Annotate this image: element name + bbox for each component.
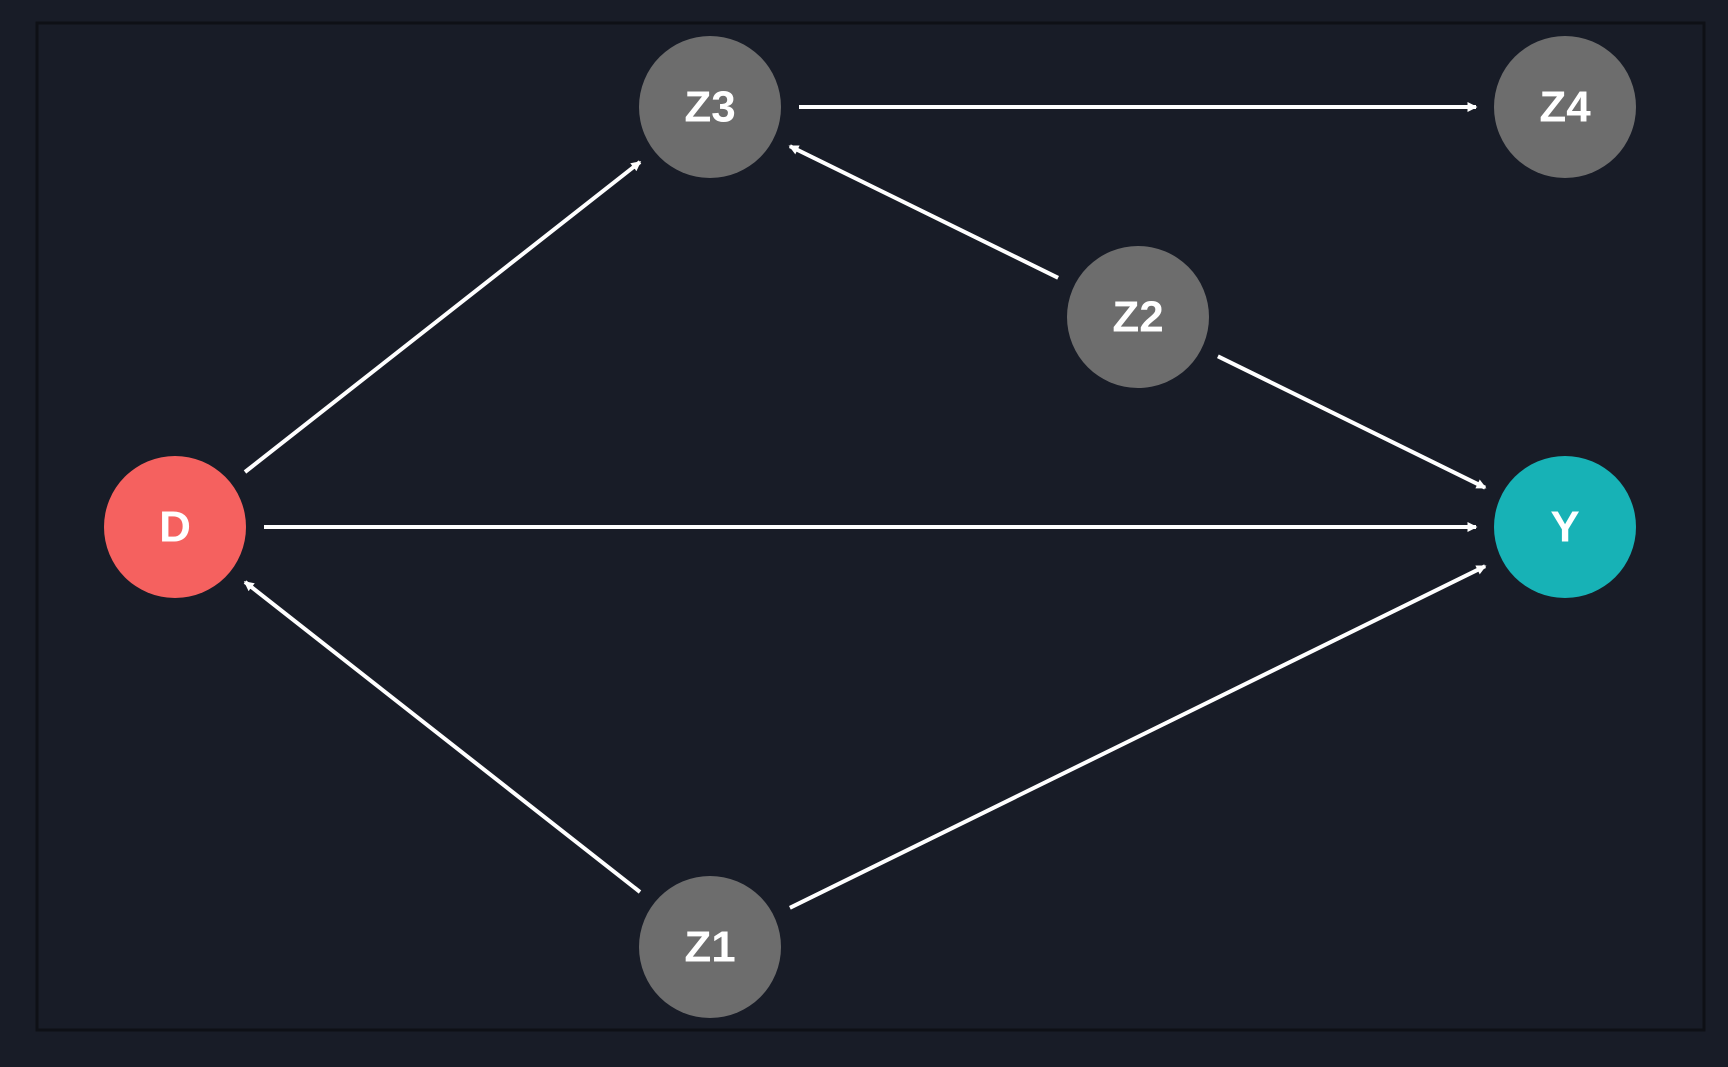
node-z4-circle [1494,36,1636,178]
node-z3-circle [639,36,781,178]
node-d: D [104,456,246,598]
node-z4-label: Z4 [1539,83,1591,132]
edge-z1-to-y [789,564,1487,910]
edges-layer [243,102,1487,910]
node-z4: Z4 [1494,36,1636,178]
nodes-layer: D Y Z1 Z2 Z3 Z4 [104,36,1636,1018]
node-y: Y [1494,456,1636,598]
node-z2: Z2 [1067,246,1209,388]
edge-d-to-z3 [243,160,642,474]
edge-z2-to-y [1217,354,1487,490]
diagram-frame [35,21,1706,1032]
node-d-circle [104,456,246,598]
node-z1-circle [639,876,781,1018]
node-y-label: Y [1550,503,1579,552]
edge-z2-to-z3 [788,144,1059,280]
node-z1: Z1 [639,876,781,1018]
node-z2-label: Z2 [1112,293,1163,342]
node-z2-circle [1067,246,1209,388]
node-z3-label: Z3 [684,83,735,132]
node-y-circle [1494,456,1636,598]
node-z1-label: Z1 [684,923,735,972]
node-d-label: D [159,503,191,552]
edge-z1-to-d [243,580,642,894]
node-z3: Z3 [639,36,781,178]
